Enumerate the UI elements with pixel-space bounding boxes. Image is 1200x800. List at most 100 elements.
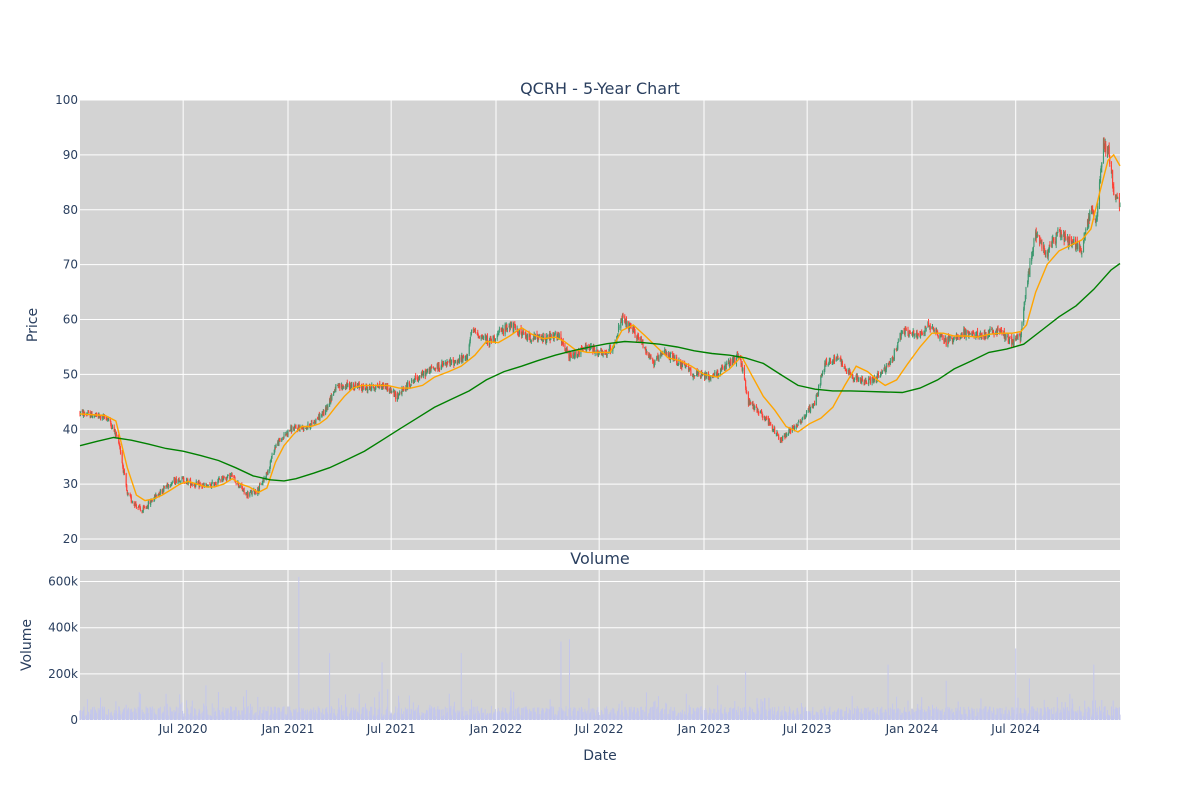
candle-body: [860, 382, 862, 384]
candle-body: [1085, 229, 1087, 231]
candle-body: [422, 373, 424, 376]
candle-body: [259, 484, 261, 486]
candle-body: [868, 378, 870, 384]
candle-body: [1041, 242, 1043, 249]
candle-body: [197, 482, 199, 484]
candle-body: [115, 433, 118, 436]
candle-body: [349, 387, 351, 389]
candle-body: [443, 363, 445, 366]
candle-body: [885, 365, 887, 370]
candle-body: [1000, 329, 1002, 331]
candle-body: [851, 373, 853, 378]
candle-body: [761, 414, 763, 416]
candle-body: [1047, 251, 1049, 258]
candle-body: [390, 389, 392, 393]
candle-body: [366, 388, 368, 392]
candle-body: [143, 507, 145, 509]
candle-body: [421, 371, 423, 378]
candle-body: [562, 340, 564, 343]
candle-body: [127, 493, 129, 495]
candle-body: [593, 347, 595, 349]
candle-body: [368, 385, 371, 389]
candle-body: [250, 490, 253, 495]
candle-body: [481, 337, 483, 340]
candle-body: [242, 490, 244, 492]
candle-body: [769, 422, 771, 424]
candle-body: [993, 333, 995, 336]
candle-body: [556, 336, 559, 339]
candle-body: [808, 407, 810, 410]
candle-body: [588, 345, 590, 347]
candle-body: [166, 485, 168, 487]
candle-body: [900, 332, 902, 339]
candle-body: [115, 433, 117, 436]
candle-body: [975, 334, 977, 338]
price-tick-label: 30: [63, 477, 78, 491]
candle-body: [1075, 245, 1077, 249]
candle-body: [900, 333, 902, 339]
candle-body: [1012, 342, 1014, 345]
candle-body: [373, 388, 375, 390]
candle-body: [502, 329, 504, 335]
candle-body: [258, 484, 261, 490]
candle-body: [126, 485, 128, 491]
candle-body: [983, 332, 985, 338]
candle-body: [788, 429, 790, 434]
candle-body: [945, 337, 947, 340]
candle-body: [341, 384, 343, 389]
candle-body: [326, 405, 328, 409]
candle-body: [892, 358, 894, 361]
price-tick-label: 90: [63, 148, 78, 162]
candle-body: [313, 422, 315, 424]
candle-body: [666, 354, 668, 357]
candle-body: [573, 353, 575, 358]
candle-body: [330, 395, 332, 404]
candle-body: [798, 421, 800, 423]
candle-body: [815, 394, 817, 406]
candle-body: [570, 354, 572, 356]
candle-body: [1035, 231, 1037, 240]
candle-body: [654, 359, 656, 364]
candle-body: [536, 333, 538, 337]
candle-body: [909, 332, 911, 334]
candle-body: [1017, 335, 1019, 338]
candle-body: [772, 429, 775, 431]
candle-body: [493, 336, 495, 339]
candle-body: [103, 415, 106, 418]
candle-body: [277, 441, 279, 445]
candle-body: [644, 347, 646, 349]
candle-body: [876, 375, 878, 380]
candle-body: [211, 483, 213, 488]
candle-body: [123, 470, 125, 474]
candle-body: [310, 423, 312, 428]
candle-body: [925, 326, 927, 329]
candle-body: [171, 482, 173, 484]
candle-body: [1015, 337, 1017, 341]
candle-body: [270, 457, 273, 462]
candle-body: [306, 427, 308, 429]
candle-body: [456, 361, 458, 364]
candle-body: [957, 336, 959, 339]
candle-body: [327, 405, 329, 408]
candle-body: [757, 410, 759, 412]
candlesticks: [79, 137, 1121, 514]
candle-body: [1031, 254, 1033, 256]
candle-body: [250, 491, 252, 492]
candle-body: [633, 328, 636, 332]
candle-body: [428, 368, 430, 374]
candle-body: [474, 329, 477, 332]
candle-body: [1117, 197, 1119, 199]
candle-body: [754, 406, 756, 409]
candle-body: [857, 375, 859, 381]
candle-body: [243, 488, 245, 493]
candle-body: [309, 423, 311, 428]
candle-body: [436, 363, 438, 369]
candle-body: [1035, 231, 1037, 239]
candle-body: [845, 370, 848, 372]
candle-body: [518, 334, 520, 335]
candle-body: [879, 375, 881, 377]
candle-body: [1012, 339, 1014, 343]
candle-body: [504, 324, 506, 335]
candle-body: [644, 348, 646, 350]
candle-body: [186, 479, 188, 483]
